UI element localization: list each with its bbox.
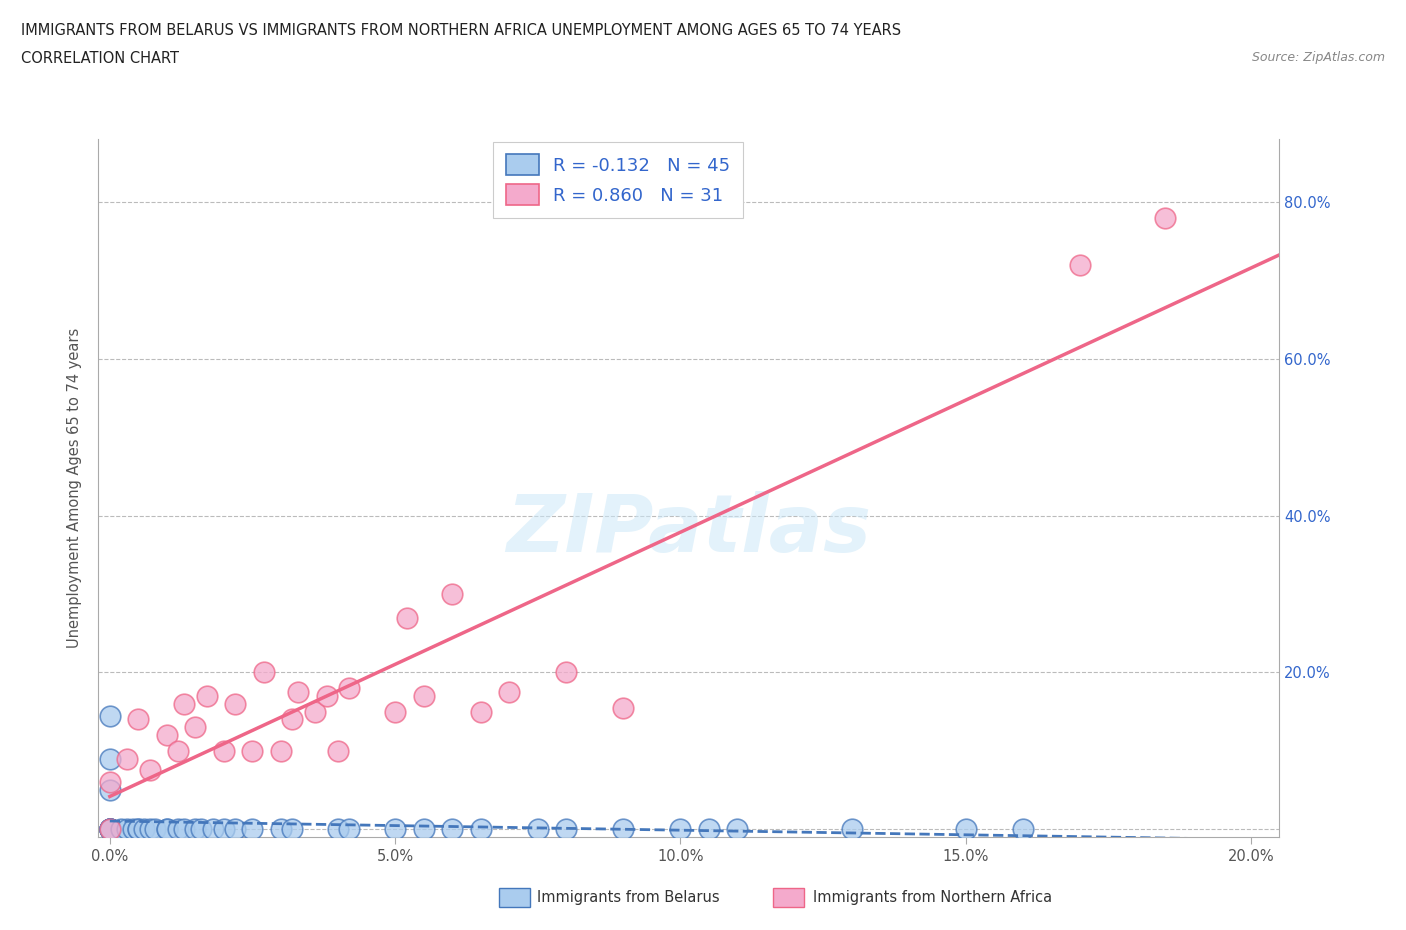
Point (612, 822, 634, 837)
Point (412, 822, 434, 837)
Point (121, 822, 143, 837)
Point (98, 708, 121, 723)
Point (98, 822, 121, 837)
Point (955, 822, 977, 837)
Point (110, 822, 132, 837)
Point (98, 822, 121, 837)
Point (212, 743, 235, 758)
Point (98, 782, 121, 797)
Point (270, 743, 292, 758)
Point (281, 712, 304, 727)
Point (98, 775, 121, 790)
Point (167, 743, 190, 758)
Y-axis label: Unemployment Among Ages 65 to 74 years: Unemployment Among Ages 65 to 74 years (67, 328, 83, 648)
Point (470, 822, 492, 837)
Point (201, 822, 224, 837)
Point (115, 751, 138, 766)
Point (132, 822, 155, 837)
Point (145, 822, 167, 837)
Point (281, 822, 304, 837)
Point (470, 704, 492, 719)
Point (195, 688, 218, 703)
Point (441, 822, 464, 837)
Point (98, 822, 121, 837)
Point (190, 822, 212, 837)
Point (156, 727, 179, 742)
Point (287, 684, 309, 699)
Point (242, 743, 264, 758)
Point (498, 684, 520, 699)
Point (315, 688, 337, 703)
Point (167, 822, 190, 837)
Point (612, 700, 634, 715)
Point (156, 822, 179, 837)
Point (98, 822, 121, 837)
Point (242, 822, 264, 837)
Point (384, 822, 406, 837)
Point (212, 822, 235, 837)
Point (304, 704, 326, 719)
Point (841, 822, 863, 837)
Text: Immigrants from Belarus: Immigrants from Belarus (537, 890, 720, 905)
Point (555, 822, 578, 837)
Point (526, 822, 548, 837)
Point (173, 697, 195, 711)
Point (441, 587, 464, 602)
Point (98, 822, 121, 837)
Point (115, 822, 138, 837)
Point (127, 822, 149, 837)
Point (184, 822, 207, 837)
Point (253, 665, 276, 680)
Point (395, 610, 418, 625)
Point (412, 688, 434, 703)
Text: ZIPatlas: ZIPatlas (506, 491, 872, 569)
Text: CORRELATION CHART: CORRELATION CHART (21, 51, 179, 66)
Point (339, 822, 361, 837)
Point (725, 822, 748, 837)
Text: Source: ZipAtlas.com: Source: ZipAtlas.com (1251, 51, 1385, 64)
Point (555, 665, 578, 680)
Point (697, 822, 720, 837)
Point (98, 822, 121, 837)
Point (224, 697, 246, 711)
Point (1011, 822, 1033, 837)
Point (1154, 210, 1177, 225)
Point (127, 822, 149, 837)
Point (384, 704, 406, 719)
Point (98, 822, 121, 837)
Point (339, 681, 361, 696)
Text: IMMIGRANTS FROM BELARUS VS IMMIGRANTS FROM NORTHERN AFRICA UNEMPLOYMENT AMONG AG: IMMIGRANTS FROM BELARUS VS IMMIGRANTS FR… (21, 23, 901, 38)
Point (669, 822, 692, 837)
Point (139, 822, 162, 837)
Legend: R = -0.132   N = 45, R = 0.860   N = 31: R = -0.132 N = 45, R = 0.860 N = 31 (494, 141, 742, 218)
Point (98, 822, 121, 837)
Point (270, 822, 292, 837)
Point (184, 720, 207, 735)
Point (98, 751, 121, 766)
Point (1069, 258, 1091, 272)
Point (139, 763, 162, 777)
Point (127, 712, 149, 727)
Point (326, 822, 349, 837)
Point (173, 822, 195, 837)
Point (326, 743, 349, 758)
Point (224, 822, 246, 837)
Point (156, 822, 179, 837)
Text: Immigrants from Northern Africa: Immigrants from Northern Africa (813, 890, 1052, 905)
